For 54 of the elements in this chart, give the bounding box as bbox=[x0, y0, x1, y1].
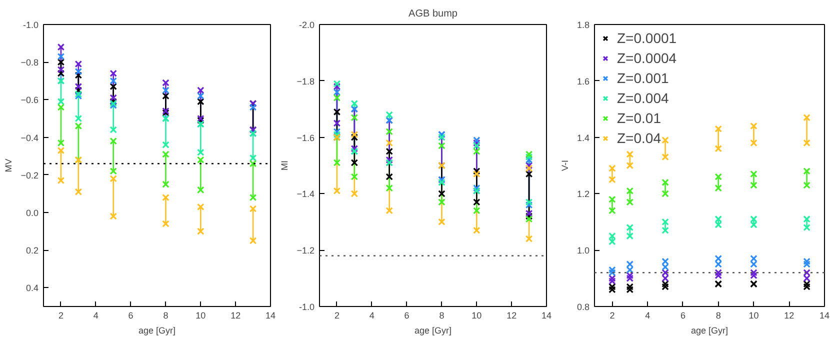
y-tick-label: −0.2 bbox=[20, 170, 39, 180]
x-tick-label: 2 bbox=[58, 310, 64, 320]
chart-title: AGB bump bbox=[408, 8, 458, 20]
x-tick-label: 14 bbox=[819, 310, 830, 320]
legend-label: Z=0.0004 bbox=[617, 50, 677, 66]
x-axis-title: age [Gyr] bbox=[690, 326, 728, 336]
y-tick-label: −0.4 bbox=[20, 132, 39, 143]
y-tick-label: −0.8 bbox=[20, 58, 39, 68]
y-tick-label: 0.4 bbox=[26, 283, 39, 294]
x-tick-label: 10 bbox=[748, 310, 759, 320]
x-tick-label: 6 bbox=[680, 310, 686, 320]
y-tick-label: 0.2 bbox=[26, 246, 39, 256]
y-tick-label: −1.4 bbox=[296, 189, 315, 200]
legend-label: Z=0.0001 bbox=[617, 30, 677, 46]
y-tick-label: 1.0 bbox=[576, 246, 590, 256]
y-tick-label: -2.0 bbox=[298, 20, 315, 30]
y-tick-label: 1.8 bbox=[576, 20, 590, 30]
y-axis-title: V-I bbox=[560, 160, 570, 171]
y-tick-label: -1.0 bbox=[22, 20, 39, 30]
x-tick-label: 6 bbox=[128, 310, 134, 320]
x-tick-label: 14 bbox=[265, 310, 276, 320]
x-tick-label: 4 bbox=[93, 310, 98, 320]
x-tick-label: 12 bbox=[784, 310, 794, 320]
x-tick-label: 2 bbox=[334, 310, 340, 320]
x-tick-label: 8 bbox=[163, 310, 168, 320]
legend-label: Z=0.04 bbox=[617, 130, 661, 146]
y-tick-label: 1.6 bbox=[576, 76, 590, 86]
x-tick-label: 12 bbox=[230, 310, 241, 320]
x-tick-label: 10 bbox=[196, 310, 206, 320]
x-axis-title: age [Gyr] bbox=[414, 326, 452, 336]
y-tick-label: 0.8 bbox=[576, 302, 590, 312]
x-tick-label: 6 bbox=[404, 310, 410, 320]
y-tick-label: −0.6 bbox=[20, 95, 39, 106]
y-axis-title: MI bbox=[280, 160, 290, 170]
x-tick-label: 8 bbox=[439, 310, 444, 320]
y-tick-label: 1.4 bbox=[576, 132, 590, 143]
y-tick-label: 1.2 bbox=[576, 189, 590, 200]
x-tick-label: 14 bbox=[541, 310, 552, 320]
y-axis-title: MV bbox=[4, 158, 14, 172]
legend-label: Z=0.01 bbox=[617, 110, 661, 126]
y-tick-label: −1.2 bbox=[296, 246, 315, 256]
x-tick-label: 8 bbox=[716, 310, 721, 320]
x-tick-label: 12 bbox=[506, 310, 517, 320]
x-tick-label: 4 bbox=[369, 310, 374, 320]
y-tick-label: −1.8 bbox=[296, 76, 315, 86]
legend-label: Z=0.001 bbox=[617, 70, 669, 86]
x-tick-label: 2 bbox=[610, 310, 615, 320]
legend-label: Z=0.004 bbox=[617, 90, 669, 106]
x-tick-label: 10 bbox=[472, 310, 482, 320]
y-tick-label: 0.0 bbox=[26, 208, 39, 218]
x-axis-title: age [Gyr] bbox=[138, 326, 176, 336]
y-tick-label: −1.6 bbox=[296, 132, 315, 143]
x-tick-label: 4 bbox=[645, 310, 650, 320]
y-tick-label: -1.0 bbox=[298, 302, 315, 312]
